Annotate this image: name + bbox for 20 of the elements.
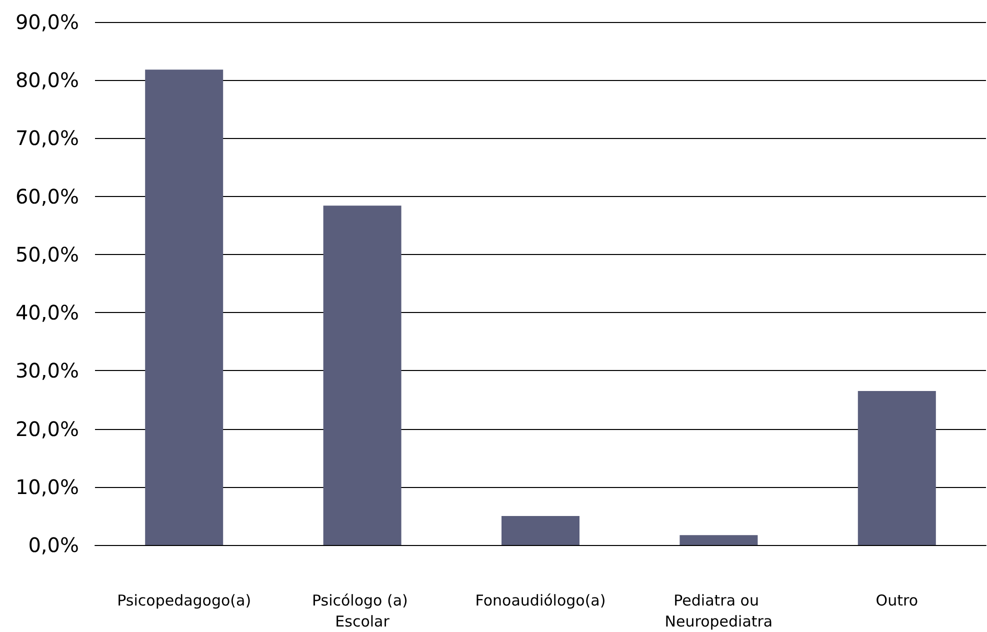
- y-tick-label: 50,0%: [15, 242, 79, 266]
- y-tick-label: 0,0%: [28, 533, 79, 557]
- y-tick-label: 20,0%: [15, 416, 79, 441]
- y-tick-label: 30,0%: [15, 358, 79, 383]
- bar: [680, 535, 758, 545]
- x-tick-label: Pediatra ou Neuropediatra: [664, 592, 773, 630]
- bar: [858, 391, 936, 545]
- y-tick-label: 80,0%: [15, 68, 79, 92]
- x-tick-label: Psicopedagogo(a): [117, 592, 252, 610]
- x-tick-label: Fonoaudiólogo(a): [475, 592, 606, 610]
- x-tick-label: Psicólogo (a) Escolar: [312, 592, 413, 630]
- bar: [145, 70, 224, 545]
- y-tick-label: 70,0%: [15, 126, 79, 150]
- bar: [502, 516, 580, 545]
- y-tick-label: 40,0%: [15, 300, 79, 325]
- y-tick-label: 90,0%: [15, 10, 79, 34]
- y-tick-label: 10,0%: [15, 474, 79, 499]
- x-tick-label: Outro: [876, 592, 918, 610]
- bar: [323, 206, 402, 545]
- y-tick-label: 60,0%: [15, 184, 79, 208]
